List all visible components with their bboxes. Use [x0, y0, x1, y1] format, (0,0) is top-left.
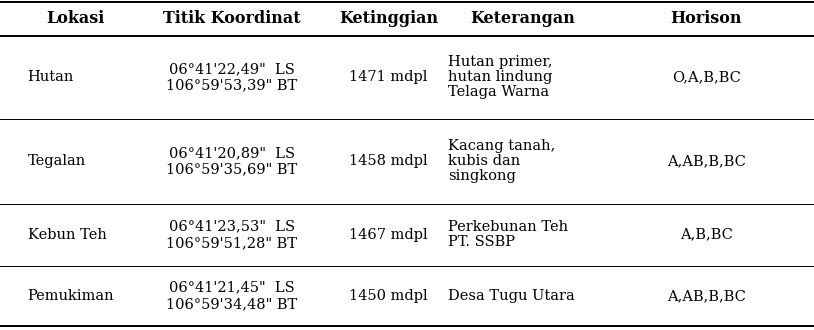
Text: hutan lindung: hutan lindung: [448, 70, 552, 84]
Text: Desa Tugu Utara: Desa Tugu Utara: [448, 289, 575, 303]
Text: Titik Koordinat: Titik Koordinat: [163, 11, 301, 27]
Text: 106°59'51,28" BT: 106°59'51,28" BT: [167, 236, 297, 250]
Text: Keterangan: Keterangan: [470, 11, 575, 27]
Text: 06°41'21,45"  LS: 06°41'21,45" LS: [169, 280, 295, 295]
Text: 1458 mdpl: 1458 mdpl: [349, 154, 428, 168]
Text: Telaga Warna: Telaga Warna: [448, 85, 549, 99]
Text: Perkebunan Teh: Perkebunan Teh: [448, 220, 568, 234]
Text: kubis dan: kubis dan: [448, 154, 520, 168]
Text: A,B,BC: A,B,BC: [680, 228, 733, 242]
Text: 06°41'22,49"  LS: 06°41'22,49" LS: [169, 62, 295, 76]
Text: singkong: singkong: [448, 169, 515, 183]
Text: A,AB,B,BC: A,AB,B,BC: [667, 154, 746, 168]
Text: PT. SSBP: PT. SSBP: [448, 235, 514, 249]
Text: Kacang tanah,: Kacang tanah,: [448, 139, 555, 153]
Text: Ketinggian: Ketinggian: [339, 11, 438, 27]
Text: 06°41'23,53"  LS: 06°41'23,53" LS: [169, 219, 295, 233]
Text: Lokasi: Lokasi: [46, 11, 104, 27]
Text: 1467 mdpl: 1467 mdpl: [349, 228, 428, 242]
Text: 1471 mdpl: 1471 mdpl: [349, 70, 428, 84]
Text: Hutan primer,: Hutan primer,: [448, 55, 552, 69]
Text: Kebun Teh: Kebun Teh: [28, 228, 107, 242]
Text: 106°59'35,69" BT: 106°59'35,69" BT: [166, 162, 298, 177]
Text: Hutan: Hutan: [28, 70, 74, 84]
Text: 1450 mdpl: 1450 mdpl: [349, 289, 428, 303]
Text: 106°59'53,39" BT: 106°59'53,39" BT: [166, 79, 298, 93]
Text: Horison: Horison: [671, 11, 742, 27]
Text: O,A,B,BC: O,A,B,BC: [672, 70, 741, 84]
Text: 106°59'34,48" BT: 106°59'34,48" BT: [166, 297, 298, 311]
Text: A,AB,B,BC: A,AB,B,BC: [667, 289, 746, 303]
Text: Pemukiman: Pemukiman: [28, 289, 114, 303]
Text: 06°41'20,89"  LS: 06°41'20,89" LS: [169, 146, 295, 160]
Text: Tegalan: Tegalan: [28, 154, 86, 168]
